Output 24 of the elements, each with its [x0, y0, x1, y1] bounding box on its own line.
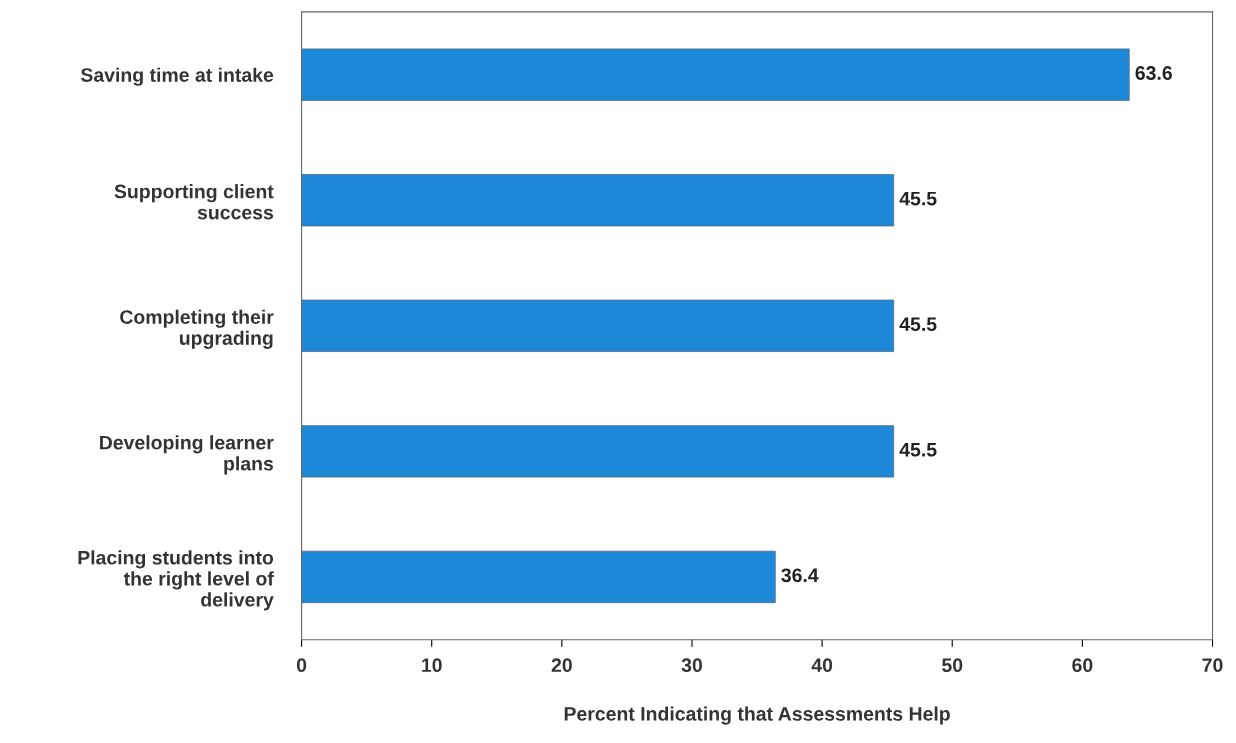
y-tick-label: Completing their upgrading — [120, 309, 274, 349]
y-tick-label: Developing learner plans — [100, 435, 274, 475]
bar — [301, 299, 895, 352]
x-tick-label: 40 — [811, 658, 833, 673]
data-label: 36.4 — [781, 568, 819, 583]
data-label: 63.6 — [1135, 66, 1172, 80]
x-tick-label: 20 — [551, 658, 572, 673]
y-tick-label: Saving time at intake — [80, 67, 274, 86]
x-tick-label: 60 — [1072, 658, 1093, 673]
bar — [301, 174, 895, 227]
data-label: 45.5 — [899, 317, 937, 332]
bar — [301, 48, 1130, 101]
data-label: 45.5 — [899, 443, 937, 457]
data-label: 45.5 — [899, 191, 937, 206]
x-tick-label: 0 — [296, 658, 307, 673]
y-tick-label: Supporting client success — [114, 184, 274, 220]
x-tick-label: 50 — [942, 658, 963, 673]
x-tick-label: 30 — [681, 658, 702, 673]
bar — [301, 550, 776, 604]
x-axis-title: Percent Indicating that Assessments Help — [564, 706, 950, 725]
bar — [301, 425, 895, 478]
x-tick-label: 70 — [1202, 658, 1223, 673]
y-tick-label: Placing students into the right level of delivery — [78, 550, 274, 611]
x-tick-label: 10 — [422, 658, 442, 673]
